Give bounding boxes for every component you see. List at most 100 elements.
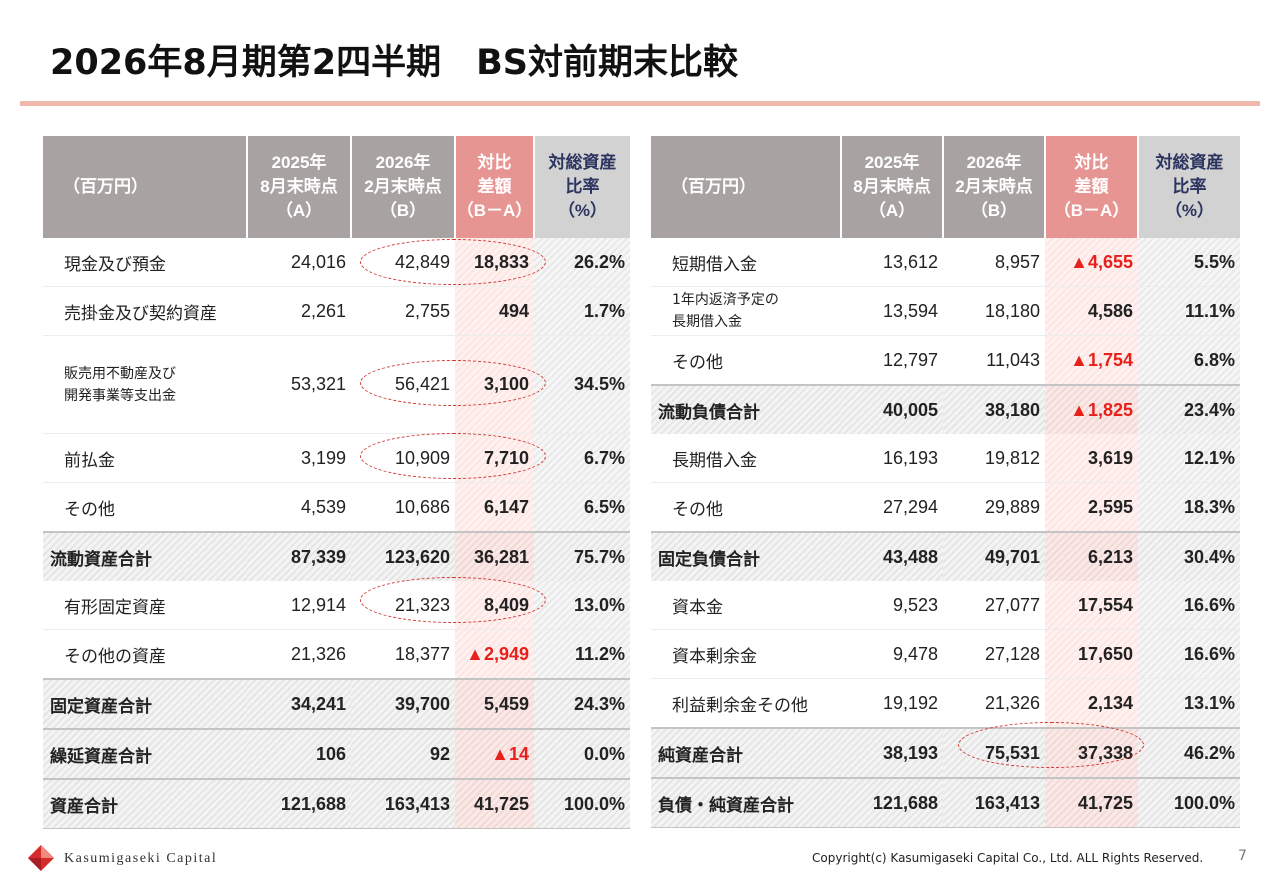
value-diff: 37,338 — [1045, 727, 1138, 778]
total-row: 負債・純資産合計 121,688 163,413 41,725 100.0% — [651, 777, 1240, 828]
table-row: 長期借入金 16,193 19,812 3,619 12.1% — [651, 434, 1240, 483]
table-row: 前払金 3,199 10,909 7,710 6.7% — [43, 433, 630, 483]
value-b: 27,128 — [943, 629, 1045, 679]
value-a: 21,326 — [247, 629, 351, 680]
value-a: 34,241 — [247, 678, 351, 729]
value-ratio: 30.4% — [1138, 531, 1240, 581]
total-row: 資産合計 121,688 163,413 41,725 100.0% — [43, 778, 630, 829]
value-a: 27,294 — [841, 482, 943, 533]
row-label: 流動資産合計 — [43, 531, 247, 581]
value-a: 13,594 — [841, 286, 943, 336]
value-diff: 17,650 — [1045, 629, 1138, 679]
table-row: 資本剰余金 9,478 27,128 17,650 16.6% — [651, 629, 1240, 679]
total-row: 固定負債合計 43,488 49,701 6,213 30.4% — [651, 531, 1240, 581]
row-label: 資本剰余金 — [651, 629, 841, 679]
col-a-header: 2025年 8月末時点 （A） — [247, 136, 352, 238]
table-row: その他 27,294 29,889 2,595 18.3% — [651, 482, 1240, 533]
value-ratio: 26.2% — [534, 238, 630, 287]
row-label: 流動負債合計 — [651, 384, 841, 434]
value-diff: 36,281 — [455, 531, 534, 581]
value-b: 21,323 — [351, 581, 455, 630]
copyright-notice: Copyright(c) Kasumigaseki Capital Co., L… — [812, 851, 1204, 865]
value-b: 2,755 — [351, 286, 455, 336]
value-a: 87,339 — [247, 531, 351, 581]
value-b: 10,909 — [351, 433, 455, 483]
row-label: 固定負債合計 — [651, 531, 841, 581]
total-row: 純資産合計 38,193 75,531 37,338 46.2% — [651, 727, 1240, 778]
unit-header: （百万円） — [651, 136, 842, 238]
value-diff: 3,619 — [1045, 434, 1138, 483]
company-brand: Kasumigaseki Capital — [64, 851, 218, 866]
value-a: 24,016 — [247, 238, 351, 287]
value-diff: 7,710 — [455, 433, 534, 483]
total-row: 固定資産合計 34,241 39,700 5,459 24.3% — [43, 678, 630, 729]
row-label: 有形固定資産 — [43, 581, 247, 630]
value-b: 18,377 — [351, 629, 455, 680]
value-ratio: 100.0% — [1138, 777, 1240, 828]
value-a: 2,261 — [247, 286, 351, 336]
row-label: 利益剰余金その他 — [651, 678, 841, 729]
liabilities-header-row: （百万円） 2025年 8月末時点 （A） 2026年 2月末時点 （B） 対比 差額 （B… — [651, 136, 1240, 238]
row-label: 資産合計 — [43, 778, 247, 829]
company-logo-icon — [28, 845, 54, 871]
value-b: 163,413 — [351, 778, 455, 829]
value-a: 4,539 — [247, 482, 351, 533]
value-a: 12,914 — [247, 581, 351, 630]
value-a: 53,321 — [247, 335, 351, 434]
value-a: 121,688 — [841, 777, 943, 828]
value-diff: 494 — [455, 286, 534, 336]
table-row: その他 4,539 10,686 6,147 6.5% — [43, 482, 630, 533]
value-ratio: 100.0% — [534, 778, 630, 829]
value-b: 56,421 — [351, 335, 455, 434]
value-a: 43,488 — [841, 531, 943, 581]
col-a-header: 2025年 8月末時点 （A） — [841, 136, 944, 238]
value-ratio: 24.3% — [534, 678, 630, 729]
value-diff: 41,725 — [1045, 777, 1138, 828]
value-diff: ▲4,655 — [1045, 238, 1138, 287]
row-label: 負債・純資産合計 — [651, 777, 841, 828]
value-b: 29,889 — [943, 482, 1045, 533]
value-ratio: 12.1% — [1138, 434, 1240, 483]
value-b: 27,077 — [943, 581, 1045, 630]
value-a: 106 — [247, 728, 351, 779]
title-underline — [20, 101, 1260, 106]
value-ratio: 16.6% — [1138, 629, 1240, 679]
liabilities-table: （百万円） 2025年 8月末時点 （A） 2026年 2月末時点 （B） 対比 差額 （B… — [651, 136, 1240, 828]
col-ratio-header: 対総資産 比率 （%） — [534, 136, 630, 238]
row-label: 前払金 — [43, 433, 247, 483]
value-a: 40,005 — [841, 384, 943, 434]
unit-header: （百万円） — [43, 136, 248, 238]
value-diff: ▲14 — [455, 728, 534, 779]
value-diff: 6,213 — [1045, 531, 1138, 581]
value-diff: 3,100 — [455, 335, 534, 434]
value-a: 16,193 — [841, 434, 943, 483]
table-row: その他 12,797 11,043 ▲1,754 6.8% — [651, 335, 1240, 386]
value-a: 3,199 — [247, 433, 351, 483]
value-diff: 41,725 — [455, 778, 534, 829]
value-ratio: 11.1% — [1138, 286, 1240, 336]
row-label: その他 — [43, 482, 247, 533]
value-b: 123,620 — [351, 531, 455, 581]
value-ratio: 6.8% — [1138, 335, 1240, 386]
value-diff: ▲1,825 — [1045, 384, 1138, 434]
value-diff: ▲2,949 — [455, 629, 534, 680]
value-ratio: 18.3% — [1138, 482, 1240, 533]
value-diff: 17,554 — [1045, 581, 1138, 630]
value-ratio: 0.0% — [534, 728, 630, 779]
value-b: 38,180 — [943, 384, 1045, 434]
table-row: 有形固定資産 12,914 21,323 8,409 13.0% — [43, 581, 630, 630]
value-b: 75,531 — [943, 727, 1045, 778]
row-label: 売掛金及び契約資産 — [43, 286, 247, 336]
col-b-header: 2026年 2月末時点 （B） — [351, 136, 456, 238]
value-ratio: 13.1% — [1138, 678, 1240, 729]
value-a: 38,193 — [841, 727, 943, 778]
value-b: 49,701 — [943, 531, 1045, 581]
value-diff: 6,147 — [455, 482, 534, 533]
col-b-header: 2026年 2月末時点 （B） — [943, 136, 1046, 238]
value-ratio: 75.7% — [534, 531, 630, 581]
value-ratio: 34.5% — [534, 335, 630, 434]
row-label: 繰延資産合計 — [43, 728, 247, 779]
table-row: 資本金 9,523 27,077 17,554 16.6% — [651, 581, 1240, 630]
total-row: 繰延資産合計 106 92 ▲14 0.0% — [43, 728, 630, 779]
value-a: 12,797 — [841, 335, 943, 386]
